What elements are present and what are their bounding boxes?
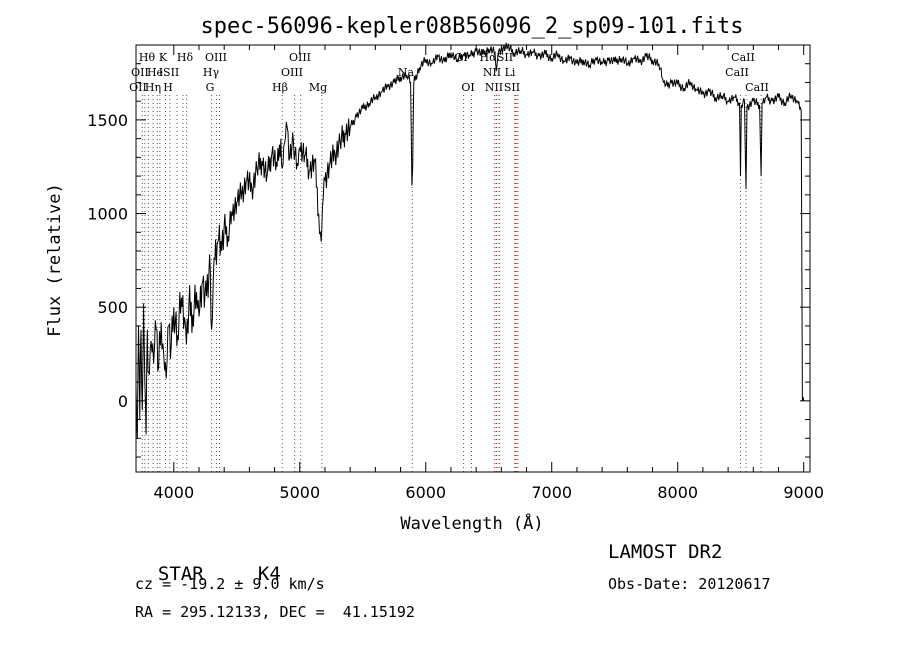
line-label-3: OIII bbox=[205, 51, 227, 64]
x-tick-label-9000: 9000 bbox=[783, 483, 824, 502]
line-label-13: OIII bbox=[281, 66, 303, 79]
line-label-27: CaII bbox=[745, 81, 769, 94]
y-tick-label-1000: 1000 bbox=[87, 205, 128, 224]
x-tick-label-5000: 5000 bbox=[279, 483, 320, 502]
line-label-17: OII bbox=[129, 81, 147, 94]
line-label-20: G bbox=[206, 81, 215, 94]
subclass-label: K4 bbox=[257, 563, 281, 585]
line-label-14: NII bbox=[483, 66, 501, 79]
x-tick-label-4000: 4000 bbox=[153, 483, 194, 502]
line-label-18: Hη bbox=[145, 81, 161, 94]
line-label-8: CaII bbox=[731, 51, 755, 64]
line-label-7: SII bbox=[497, 51, 513, 64]
x-tick-label-6000: 6000 bbox=[405, 483, 446, 502]
class-label: STAR bbox=[157, 563, 204, 585]
line-label-19: H bbox=[163, 81, 173, 94]
line-label-21: Hβ bbox=[272, 81, 288, 94]
line-label-4: OIII bbox=[289, 51, 311, 64]
y-tick-label-500: 500 bbox=[97, 298, 128, 317]
line-label-24: OI bbox=[461, 81, 474, 94]
line-label-2: Hδ bbox=[177, 51, 194, 64]
line-label-10: He bbox=[147, 66, 163, 79]
y-tick-label-1500: 1500 bbox=[87, 111, 128, 130]
object-subclass: K4 bbox=[235, 541, 281, 585]
spectrum-series-line-0 bbox=[135, 42, 805, 439]
x-tick-label-8000: 8000 bbox=[657, 483, 698, 502]
line-label-12: Hγ bbox=[203, 66, 220, 79]
line-label-26: SII bbox=[504, 81, 520, 94]
obs-date-text: Obs-Date: 20120617 bbox=[608, 575, 771, 593]
line-label-1: K bbox=[159, 51, 168, 64]
line-label-25: NII bbox=[485, 81, 503, 94]
line-label-11: ISII bbox=[159, 66, 180, 79]
redshift-text: cz = -19.2 ± 9.0 km/s bbox=[135, 575, 325, 593]
chart-title: spec-56096-kepler08B56096_2_sp09-101.fit… bbox=[200, 14, 743, 39]
survey-label: LAMOST DR2 bbox=[608, 541, 723, 563]
plot-frame bbox=[135, 44, 811, 473]
y-axis-label: Flux (relative) bbox=[45, 183, 65, 337]
line-label-22: Mg bbox=[309, 81, 327, 94]
x-tick-label-7000: 7000 bbox=[531, 483, 572, 502]
x-axis-label: Wavelength (Å) bbox=[400, 512, 543, 534]
line-label-0: Hθ bbox=[139, 51, 156, 64]
line-label-15: Li bbox=[505, 66, 516, 79]
y-tick-label-0: 0 bbox=[118, 392, 128, 411]
coordinates-text: RA = 295.12133, DEC = 41.15192 bbox=[135, 603, 415, 621]
object-class: STAR bbox=[135, 541, 204, 585]
line-label-16: CaII bbox=[725, 66, 749, 79]
